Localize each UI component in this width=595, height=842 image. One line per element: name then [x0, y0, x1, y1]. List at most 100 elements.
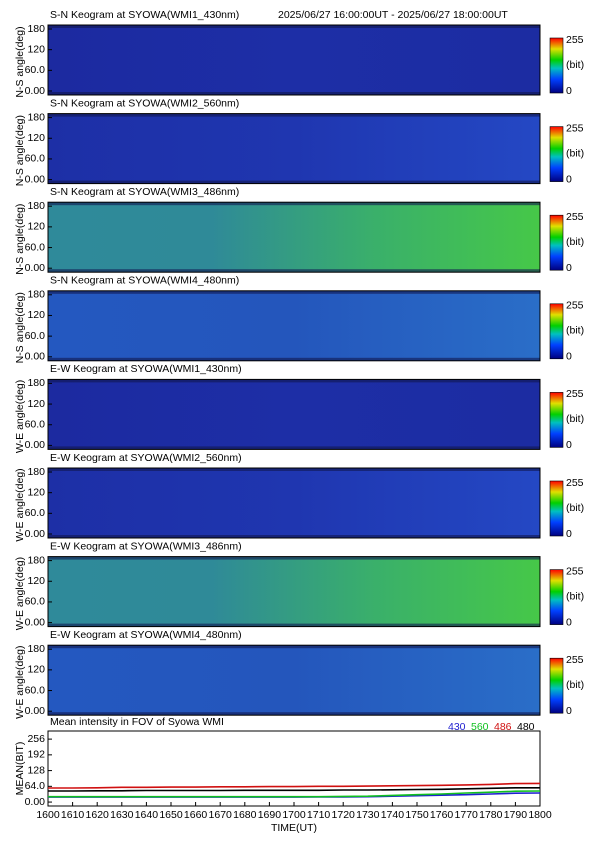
colorbar-label: 255 — [566, 211, 584, 223]
y-tick-label: 0.00 — [25, 528, 46, 540]
colorbar-label: (bit) — [566, 147, 584, 159]
series-line — [48, 790, 541, 798]
colorbar-label: (bit) — [566, 590, 584, 602]
x-axis-label: TIME(UT) — [271, 822, 317, 834]
y-tick-label: 180 — [27, 200, 45, 212]
panel-frame — [47, 24, 541, 96]
y-tick-label: 180 — [27, 23, 45, 35]
y-tick-label: 180 — [27, 466, 45, 478]
colorbar — [549, 569, 564, 625]
panel-title: E-W Keogram at SYOWA(WMI3_486nm) — [50, 540, 242, 552]
y-tick-label: 0.00 — [25, 705, 46, 717]
colorbar — [549, 37, 564, 94]
y-tick-label: 120 — [27, 664, 45, 676]
keogram-edge — [48, 645, 540, 649]
colorbar-label: 0 — [566, 528, 572, 540]
keogram-edge — [48, 379, 540, 383]
keogram-image — [48, 468, 540, 538]
panel-title: S-N Keogram at SYOWA(WMI1_430nm) — [50, 9, 239, 21]
y-tick-label: 60.0 — [25, 596, 46, 608]
keogram-edge — [48, 25, 540, 28]
y-tick-label: 64.0 — [25, 780, 46, 792]
x-tick-label: 1800 — [528, 809, 552, 821]
colorbar-label: 255 — [566, 654, 584, 666]
keogram-edge — [48, 468, 540, 471]
keogram-edge — [48, 92, 540, 95]
x-tick-label: 1660 — [184, 809, 208, 821]
y-tick-label: 180 — [27, 111, 45, 123]
y-tick-label: 180 — [27, 289, 45, 301]
series-line — [48, 787, 540, 792]
x-tick-label: 1760 — [430, 809, 454, 821]
colorbar — [549, 392, 564, 448]
colorbar-label: (bit) — [566, 413, 584, 425]
x-tick-label: 1700 — [282, 809, 306, 821]
x-tick-label: 1790 — [504, 809, 528, 821]
colorbar — [549, 657, 564, 714]
y-tick-label: 60.0 — [25, 153, 46, 165]
y-tick-label: 0.00 — [25, 173, 46, 185]
colorbar-label: (bit) — [566, 59, 584, 71]
y-tick-label: 180 — [27, 554, 45, 566]
y-tick-label: 60.0 — [25, 419, 46, 431]
colorbar-label: (bit) — [566, 502, 584, 514]
y-tick-label: 0.00 — [25, 796, 46, 808]
panel-title: S-N Keogram at SYOWA(WMI2_560nm) — [50, 97, 239, 109]
legend-entry: 560 — [471, 721, 489, 733]
y-tick-label: 60.0 — [25, 684, 46, 696]
panel-title: E-W Keogram at SYOWA(WMI1_430nm) — [50, 363, 242, 375]
x-tick-label: 1710 — [307, 809, 331, 821]
y-tick-label: 120 — [27, 575, 45, 587]
panel-frame — [47, 290, 541, 362]
y-axis-label: W-E angle(deg) — [14, 557, 26, 630]
y-axis-label: W-E angle(deg) — [14, 646, 26, 719]
colorbar — [549, 126, 564, 182]
keogram-image — [48, 202, 540, 273]
panel-frame — [47, 467, 541, 539]
keogram-edge — [48, 290, 540, 294]
y-axis-label: MEAN(BIT) — [14, 742, 26, 796]
y-tick-label: 120 — [27, 221, 45, 233]
y-tick-label: 0.00 — [25, 616, 46, 628]
y-tick-label: 120 — [27, 309, 45, 321]
x-tick-label: 1610 — [61, 809, 85, 821]
keogram-edge — [48, 712, 540, 716]
colorbar-label: 255 — [566, 300, 584, 312]
x-tick-label: 1600 — [36, 809, 60, 821]
y-axis-label: W-E angle(deg) — [14, 468, 26, 541]
colorbar-label: 0 — [566, 439, 572, 451]
y-tick-label: 60.0 — [25, 64, 46, 76]
y-tick-label: 60.0 — [25, 507, 46, 519]
x-tick-label: 1690 — [258, 809, 282, 821]
y-axis-label: N-S angle(deg) — [14, 204, 26, 275]
colorbar-label: (bit) — [566, 679, 584, 691]
y-tick-label: 120 — [27, 43, 45, 55]
x-tick-label: 1730 — [356, 809, 380, 821]
colorbar-label: 255 — [566, 477, 584, 489]
colorbar-label: 0 — [566, 705, 572, 717]
legend-entry: 480 — [517, 721, 535, 733]
keogram-image — [48, 25, 540, 95]
panel-frame — [47, 378, 541, 450]
keogram-image — [48, 556, 540, 627]
panel-frame — [47, 556, 541, 628]
x-tick-label: 1720 — [332, 809, 356, 821]
x-tick-label: 1680 — [233, 809, 257, 821]
y-tick-label: 0.00 — [25, 439, 46, 451]
panel-frame — [47, 113, 541, 185]
keogram-edge — [48, 113, 540, 117]
y-tick-label: 120 — [27, 132, 45, 144]
y-axis-label: N-S angle(deg) — [14, 292, 26, 363]
keogram-image — [48, 290, 540, 361]
y-tick-label: 60.0 — [25, 241, 46, 253]
panel-title: E-W Keogram at SYOWA(WMI2_560nm) — [50, 452, 242, 464]
y-tick-label: 192 — [27, 749, 45, 761]
y-tick-label: 180 — [27, 643, 45, 655]
y-tick-label: 128 — [27, 764, 45, 776]
y-tick-label: 256 — [27, 733, 45, 745]
panel-frame — [47, 201, 541, 273]
keogram-edge — [48, 357, 540, 361]
y-axis-label: W-E angle(deg) — [14, 380, 26, 453]
y-tick-label: 120 — [27, 486, 45, 498]
